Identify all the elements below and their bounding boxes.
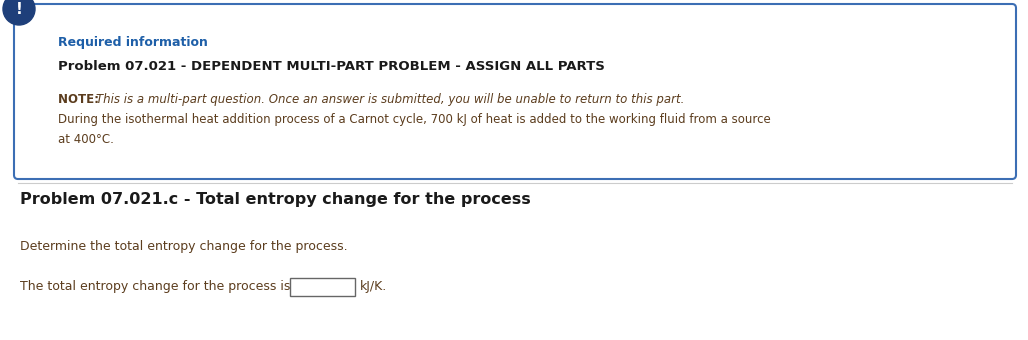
- Text: During the isothermal heat addition process of a Carnot cycle, 700 kJ of heat is: During the isothermal heat addition proc…: [58, 113, 771, 126]
- FancyBboxPatch shape: [14, 4, 1016, 179]
- Text: Problem 07.021.c - Total entropy change for the process: Problem 07.021.c - Total entropy change …: [20, 192, 530, 207]
- Text: Required information: Required information: [58, 36, 208, 49]
- FancyBboxPatch shape: [290, 278, 355, 296]
- Text: kJ/K.: kJ/K.: [360, 280, 388, 293]
- Circle shape: [3, 0, 35, 25]
- Text: The total entropy change for the process is: The total entropy change for the process…: [20, 280, 294, 293]
- Text: Determine the total entropy change for the process.: Determine the total entropy change for t…: [20, 240, 347, 253]
- Text: !: !: [15, 1, 23, 17]
- Text: This is a multi-part question. Once an answer is submitted, you will be unable t: This is a multi-part question. Once an a…: [96, 93, 685, 106]
- Text: Problem 07.021 - DEPENDENT MULTI-PART PROBLEM - ASSIGN ALL PARTS: Problem 07.021 - DEPENDENT MULTI-PART PR…: [58, 60, 604, 73]
- Text: NOTE:: NOTE:: [58, 93, 103, 106]
- Text: at 400°C.: at 400°C.: [58, 133, 114, 146]
